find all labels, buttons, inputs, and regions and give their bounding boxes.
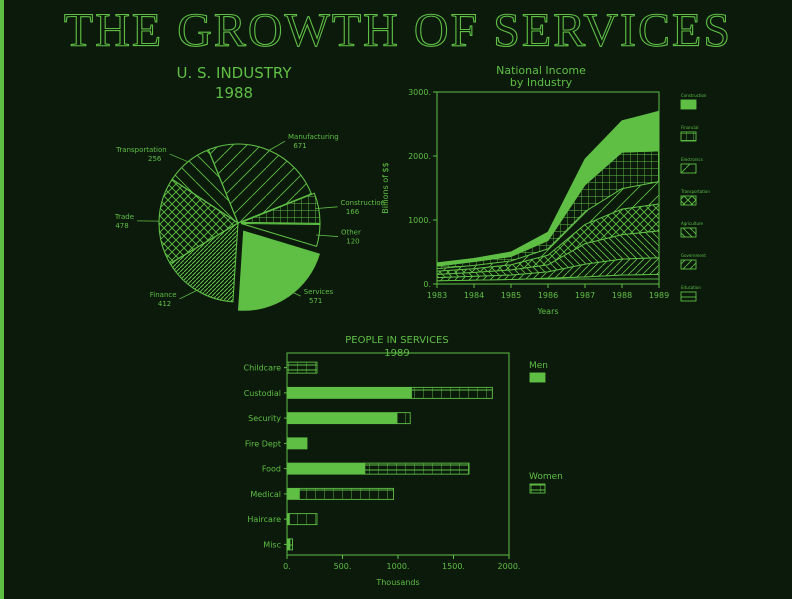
area-xtick-label: 1985 bbox=[501, 291, 521, 300]
pie-slice-transportation bbox=[171, 149, 240, 225]
bar-security-men bbox=[286, 412, 398, 425]
bar-category-label: Haircare bbox=[247, 515, 281, 524]
bar-xtick-label: 500. bbox=[334, 562, 352, 571]
bar-food-women bbox=[364, 462, 470, 475]
bar-category-label: Food bbox=[262, 465, 281, 474]
bar-medical-men bbox=[286, 487, 300, 500]
area-xtick-label: 1989 bbox=[649, 291, 669, 300]
pie-subtitle: 1988 bbox=[215, 84, 253, 102]
pie-leader-services bbox=[282, 287, 301, 297]
pie-leader-other bbox=[316, 234, 338, 237]
area-chart: National Income by Industry Billions of … bbox=[381, 64, 710, 316]
area-legend-swatch-agriculture bbox=[680, 227, 697, 238]
bar-xtick-label: 1500. bbox=[442, 562, 465, 571]
bar-category-label: Fire Dept bbox=[245, 439, 281, 448]
area-ytick-label: 1000. bbox=[408, 216, 431, 225]
area-legend-label-transportation: Transportation bbox=[680, 189, 710, 194]
bar-legend-swatch-women bbox=[529, 483, 546, 494]
pie-leader-finance bbox=[179, 290, 197, 300]
pie-slice-trade bbox=[158, 178, 240, 265]
area-title: National Income bbox=[496, 64, 586, 77]
pie-label-construction: Construction bbox=[341, 199, 386, 207]
bar-security-women bbox=[396, 412, 411, 425]
pie-label-other: Other bbox=[341, 229, 361, 237]
area-xtick-label: 1986 bbox=[538, 291, 558, 300]
pie-title: U. S. INDUSTRY bbox=[176, 64, 292, 82]
bar-category-label: Medical bbox=[250, 490, 281, 499]
bar-plot-frame bbox=[286, 352, 510, 556]
bar-custodial-men bbox=[286, 386, 412, 399]
area-xlabel: Years bbox=[536, 307, 558, 316]
area-xtick-label: 1988 bbox=[612, 291, 632, 300]
pie-label-manufacturing: Manufacturing bbox=[288, 133, 339, 141]
pie-value-manufacturing: 671 bbox=[293, 142, 306, 150]
pie-slice-services bbox=[237, 230, 320, 311]
bar-xtick-label: 1000. bbox=[387, 562, 410, 571]
bar-fire-dept-men bbox=[286, 437, 308, 450]
pie-label-services: Services bbox=[304, 288, 334, 296]
area-xtick-label: 1987 bbox=[575, 291, 595, 300]
area-legend-label-electronics: Electronics bbox=[681, 157, 703, 162]
pie-value-other: 120 bbox=[346, 238, 359, 246]
bar-food-men bbox=[286, 462, 366, 475]
pie-slice-manufacturing bbox=[207, 143, 313, 224]
pie-label-trade: Trade bbox=[114, 213, 134, 221]
bar-title: PEOPLE IN SERVICES bbox=[345, 335, 448, 346]
area-legend-swatch-electronics bbox=[680, 163, 697, 174]
area-legend-label-construction: Construction bbox=[681, 93, 707, 98]
area-legend-label-government: Government bbox=[681, 253, 706, 258]
area-legend-label-financial: Financial bbox=[681, 125, 699, 130]
bar-xtick-label: 2000. bbox=[498, 562, 521, 571]
bar-medical-women bbox=[298, 487, 395, 500]
bar-category-label: Misc bbox=[263, 540, 281, 549]
bar-legend-label-women: Women bbox=[529, 472, 563, 482]
bar-custodial-women bbox=[410, 386, 493, 399]
bar-childcare-women bbox=[286, 361, 318, 374]
pie-value-services: 571 bbox=[309, 297, 322, 305]
bar-xlabel: Thousands bbox=[375, 578, 419, 587]
area-legend-swatch-government bbox=[680, 259, 697, 270]
area-legend-swatch-financial bbox=[680, 131, 697, 142]
left-edge-bar bbox=[0, 0, 4, 599]
pie-label-finance: Finance bbox=[150, 291, 177, 299]
pie-leader-transportation bbox=[169, 153, 189, 163]
area-ytick-label: 2000. bbox=[408, 152, 431, 161]
bar-legend-swatch-men bbox=[529, 372, 546, 383]
area-legend-label-agriculture: Agriculture bbox=[681, 221, 704, 226]
pie-value-construction: 166 bbox=[346, 208, 360, 216]
area-legend-swatch-transportation bbox=[680, 195, 697, 206]
pie-value-trade: 478 bbox=[115, 222, 128, 230]
pie-slice-finance bbox=[169, 221, 239, 303]
area-xtick-label: 1983 bbox=[427, 291, 447, 300]
bar-category-label: Security bbox=[248, 414, 281, 423]
area-legend-swatch-education bbox=[680, 291, 697, 302]
area-ytick-label: 3000. bbox=[408, 88, 431, 97]
pie-value-finance: 412 bbox=[158, 300, 171, 308]
bar-chart: PEOPLE IN SERVICES 1989 Thousands Childc… bbox=[243, 335, 562, 587]
area-legend-swatch-construction bbox=[680, 99, 697, 110]
page-title: THE GROWTH OF SERVICES bbox=[64, 4, 732, 57]
pie-label-transportation: Transportation bbox=[115, 146, 167, 154]
area-ylabel: Billions of $$ bbox=[381, 162, 390, 214]
area-subtitle: by Industry bbox=[510, 76, 573, 89]
bar-category-label: Custodial bbox=[244, 389, 281, 398]
area-xtick-label: 1984 bbox=[464, 291, 484, 300]
bar-haircare-women bbox=[288, 513, 318, 526]
pie-value-transportation: 256 bbox=[148, 155, 162, 163]
area-legend-label-education: Education bbox=[681, 285, 701, 290]
area-ytick-label: 0. bbox=[423, 280, 431, 289]
bar-xtick-label: 0. bbox=[283, 562, 291, 571]
bar-category-label: Childcare bbox=[243, 364, 281, 373]
bar-misc-women bbox=[289, 538, 293, 551]
pie-leader-construction bbox=[315, 206, 338, 210]
pie-leader-manufacturing bbox=[268, 140, 286, 151]
bar-legend-label-men: Men bbox=[529, 361, 548, 371]
